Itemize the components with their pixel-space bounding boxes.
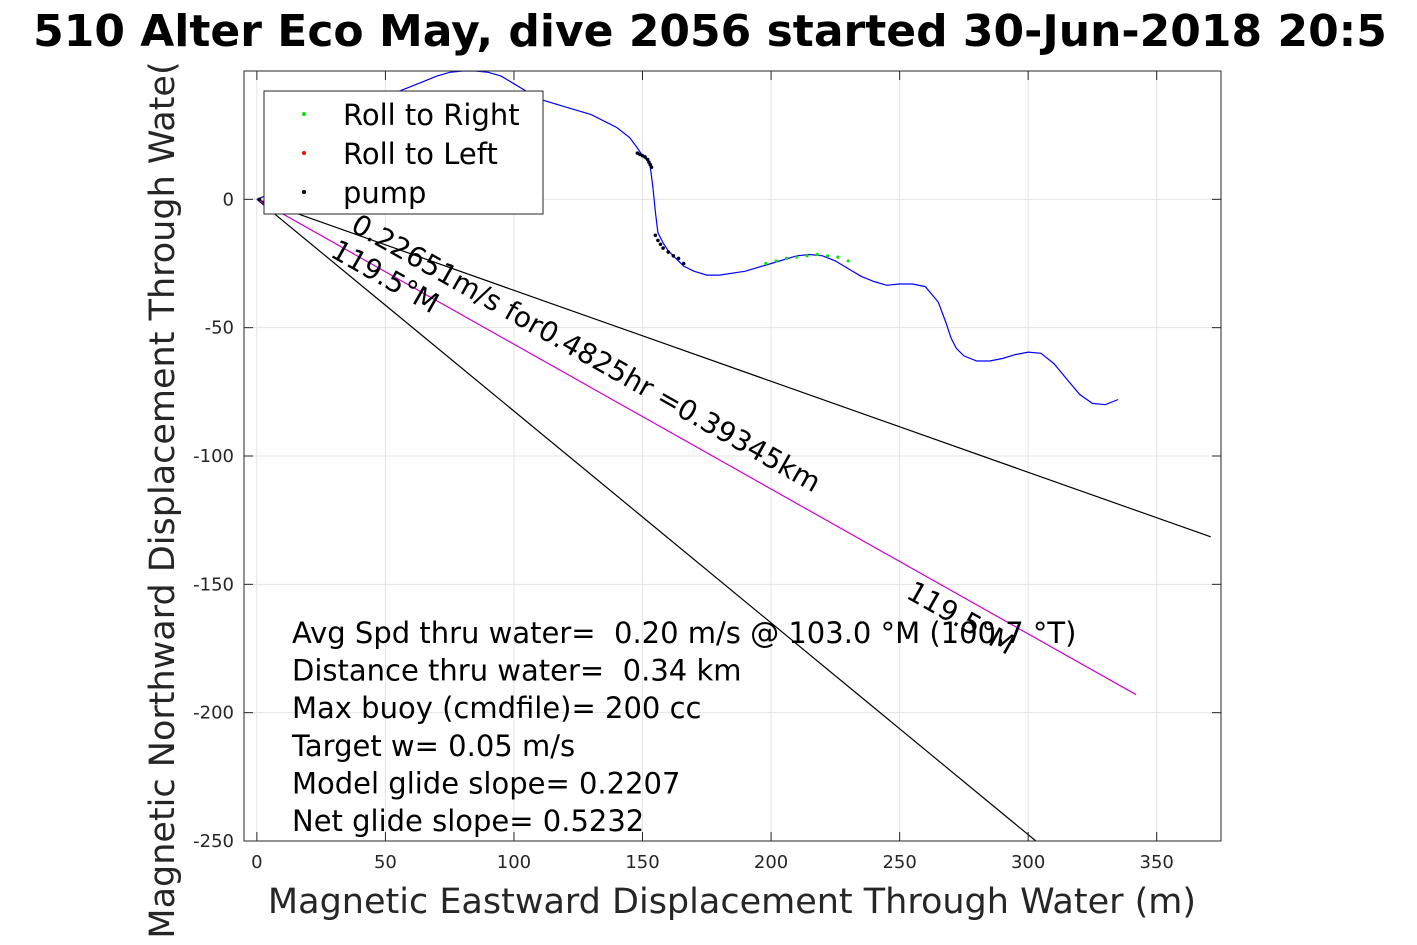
axis-ticks: 0 50 100 150 200 250 300 350 0 -50 -100 -150 -200 -25…: [193, 71, 1221, 873]
legend-box: [263, 90, 544, 215]
legend-label: Roll to Left: [343, 137, 498, 171]
pump-point: [676, 256, 681, 261]
y-axis-label: Magnetic Northward Displacement Through …: [143, 61, 183, 938]
pump-point: [656, 238, 660, 243]
event-points: [257, 151, 850, 266]
x-tick-label: 100: [497, 852, 531, 873]
x-axis-label: Magnetic Eastward Displacement Through W…: [268, 882, 1196, 922]
stats-line: Net glide slope= 0.5232: [292, 804, 644, 838]
pump-point: [653, 233, 658, 238]
stats-line: Max buoy (cmdfile)= 200 cc: [292, 691, 701, 725]
pump-point: [649, 165, 654, 170]
stats-text-block: Avg Spd thru water= 0.20 m/s @ 103.0 °M …: [291, 616, 1076, 838]
pump-point: [671, 254, 676, 258]
stats-line: Model glide slope= 0.2207: [292, 766, 680, 800]
pump-point: [681, 261, 686, 266]
x-tick-label: 0: [251, 852, 262, 873]
reference-lines: [256, 198, 1211, 841]
dive-track-line: [256, 71, 1119, 406]
pump-point: [658, 242, 663, 247]
stats-line: Target w= 0.05 m/s: [291, 729, 575, 763]
y-tick-label: -100: [193, 446, 234, 467]
legend-marker: [302, 112, 306, 116]
x-tick-label: 50: [374, 852, 397, 873]
legend-label: Roll to Right: [343, 98, 520, 132]
roll-right-point: [836, 255, 840, 259]
y-tick-label: 0: [223, 189, 234, 210]
heading-line: [256, 198, 1211, 538]
pump-point: [257, 197, 262, 202]
roll-right-point: [846, 259, 850, 263]
y-tick-label: -50: [205, 318, 234, 339]
x-tick-label: 350: [1140, 852, 1174, 873]
legend-label: pump: [343, 176, 426, 210]
roll-right-point: [826, 254, 830, 258]
pump-point: [666, 250, 671, 254]
pump-point: [661, 246, 665, 250]
roll-right-point: [764, 261, 768, 266]
legend: Roll to Right Roll to Left pump: [263, 90, 544, 215]
x-tick-label: 150: [625, 852, 659, 873]
stats-line: Avg Spd thru water= 0.20 m/s @ 103.0 °M …: [292, 616, 1076, 650]
y-tick-label: -200: [193, 703, 234, 724]
roll-right-point: [774, 259, 778, 263]
x-tick-label: 300: [1011, 852, 1045, 873]
dive-track: [256, 71, 1119, 406]
legend-marker: [302, 190, 306, 194]
x-tick-label: 200: [754, 852, 788, 873]
roll-right-point: [805, 254, 809, 258]
pump-point: [643, 155, 647, 159]
heading-line: [256, 198, 1037, 841]
stats-line: Distance thru water= 0.34 km: [292, 654, 742, 688]
y-tick-label: -250: [193, 831, 234, 852]
chart-title: 510 Alter Eco May, dive 2056 started 30-…: [33, 6, 1387, 57]
roll-right-point: [784, 256, 789, 260]
roll-right-point: [795, 255, 799, 259]
y-tick-label: -150: [193, 574, 234, 595]
x-tick-label: 250: [882, 852, 916, 873]
legend-marker: [302, 151, 306, 155]
heading-line: [256, 198, 1137, 696]
roll-right-point: [815, 252, 819, 257]
